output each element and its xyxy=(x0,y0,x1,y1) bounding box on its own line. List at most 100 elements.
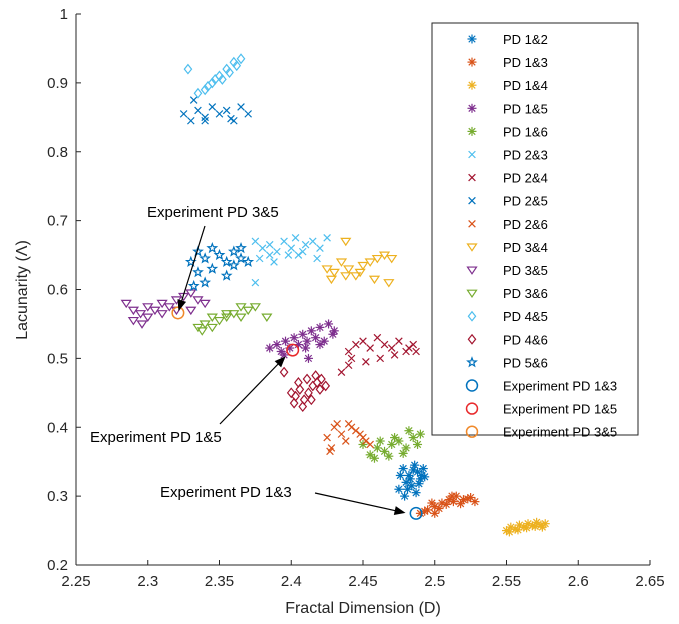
data-point xyxy=(185,306,197,316)
data-point xyxy=(434,504,444,514)
legend-marker xyxy=(468,196,476,205)
data-point xyxy=(398,464,408,474)
data-point xyxy=(303,353,313,363)
data-point xyxy=(280,237,288,246)
legend-marker xyxy=(468,173,476,182)
data-point xyxy=(456,499,466,509)
data-point xyxy=(409,506,423,520)
data-point xyxy=(390,351,399,359)
legend-item: PD 2&5 xyxy=(468,194,548,209)
legend: PD 1&2 PD 1&3 PD 1&4 PD 1&5 PD 1&6 PD 2&3 PD 2… xyxy=(431,22,639,440)
data-point xyxy=(210,73,220,85)
legend-box xyxy=(431,22,639,436)
data-point xyxy=(408,433,418,443)
data-point xyxy=(326,447,334,456)
legend-marker xyxy=(467,57,477,67)
series-13 xyxy=(279,366,331,413)
data-point xyxy=(386,254,398,264)
data-point xyxy=(352,340,360,349)
annotation-label: Experiment PD 1&3 xyxy=(160,484,292,501)
data-point xyxy=(189,96,198,104)
data-point xyxy=(405,344,413,352)
data-point xyxy=(304,387,313,399)
legend-items: PD 1&2 PD 1&3 PD 1&4 PD 1&5 PD 1&6 PD 2&3 PD 2… xyxy=(465,32,617,440)
legend-marker xyxy=(467,80,477,90)
data-point xyxy=(366,344,374,352)
data-point xyxy=(235,241,247,254)
legend-marker xyxy=(468,220,476,228)
data-point xyxy=(356,430,364,438)
y-tick-label: 0.6 xyxy=(47,282,68,299)
data-point xyxy=(232,60,242,72)
data-point xyxy=(384,451,394,461)
legend-marker xyxy=(466,266,478,275)
series-11 xyxy=(192,303,273,336)
data-point xyxy=(398,448,408,458)
data-point xyxy=(192,266,204,278)
legend-item: PD 1&2 xyxy=(467,32,548,47)
data-point xyxy=(311,333,321,343)
legend-item: PD 2&3 xyxy=(468,148,548,163)
legend-label: Experiment PD 1&5 xyxy=(503,402,617,417)
data-point xyxy=(284,251,293,259)
data-point xyxy=(265,343,275,353)
y-tick-label: 1 xyxy=(60,6,68,23)
data-point xyxy=(395,470,405,480)
data-point xyxy=(187,116,195,125)
data-point xyxy=(171,306,185,320)
series-0 xyxy=(394,460,430,501)
legend-marker xyxy=(467,126,477,136)
data-point xyxy=(242,255,255,267)
legend-label: PD 3&4 xyxy=(503,240,548,255)
data-point xyxy=(341,437,350,445)
series-2 xyxy=(502,517,550,537)
data-point xyxy=(179,110,188,118)
x-tick-label: 2.6 xyxy=(568,573,589,590)
legend-marker xyxy=(465,425,479,438)
data-point xyxy=(207,77,217,89)
x-tick-label: 2.3 xyxy=(137,573,158,590)
data-point xyxy=(311,370,321,382)
data-point xyxy=(193,87,203,99)
data-point xyxy=(225,67,234,79)
data-point xyxy=(203,80,213,92)
data-point xyxy=(414,479,424,489)
data-point xyxy=(294,377,303,388)
legend-marker xyxy=(466,356,478,368)
data-point xyxy=(390,433,400,443)
data-point xyxy=(530,521,540,531)
series-8 xyxy=(323,420,374,456)
data-point xyxy=(313,254,321,263)
legend-marker xyxy=(466,289,478,299)
series-15 xyxy=(409,506,423,520)
y-tick-label: 0.9 xyxy=(47,75,68,92)
annotations: Experiment PD 3&5 Experiment PD 1&5 Experi… xyxy=(90,204,406,515)
data-point xyxy=(315,340,325,350)
data-point xyxy=(221,313,233,322)
annotation-arrow xyxy=(219,360,282,425)
annotation-arrowhead xyxy=(274,356,286,368)
data-point xyxy=(447,491,457,501)
legend-label: PD 2&4 xyxy=(503,171,548,186)
legend-item: PD 3&4 xyxy=(466,240,548,255)
y-tick-label: 0.2 xyxy=(47,557,68,574)
data-point xyxy=(315,383,325,395)
legend-item: Experiment PD 3&5 xyxy=(465,425,617,440)
x-axis-label: Fractal Dimension (D) xyxy=(285,600,441,617)
data-point xyxy=(371,254,383,264)
data-point xyxy=(321,380,331,392)
data-point xyxy=(387,344,396,352)
series-9 xyxy=(321,237,398,288)
legend-marker xyxy=(467,310,477,322)
data-point xyxy=(255,254,264,263)
data-point xyxy=(401,443,411,453)
y-axis-label: Lacunarity (Λ) xyxy=(14,240,31,340)
data-point xyxy=(199,299,211,309)
data-point xyxy=(537,522,547,532)
data-point xyxy=(383,279,395,288)
data-point xyxy=(208,103,217,111)
data-point xyxy=(352,426,360,435)
data-point xyxy=(441,499,451,509)
data-point xyxy=(408,465,418,475)
data-point xyxy=(329,326,339,336)
